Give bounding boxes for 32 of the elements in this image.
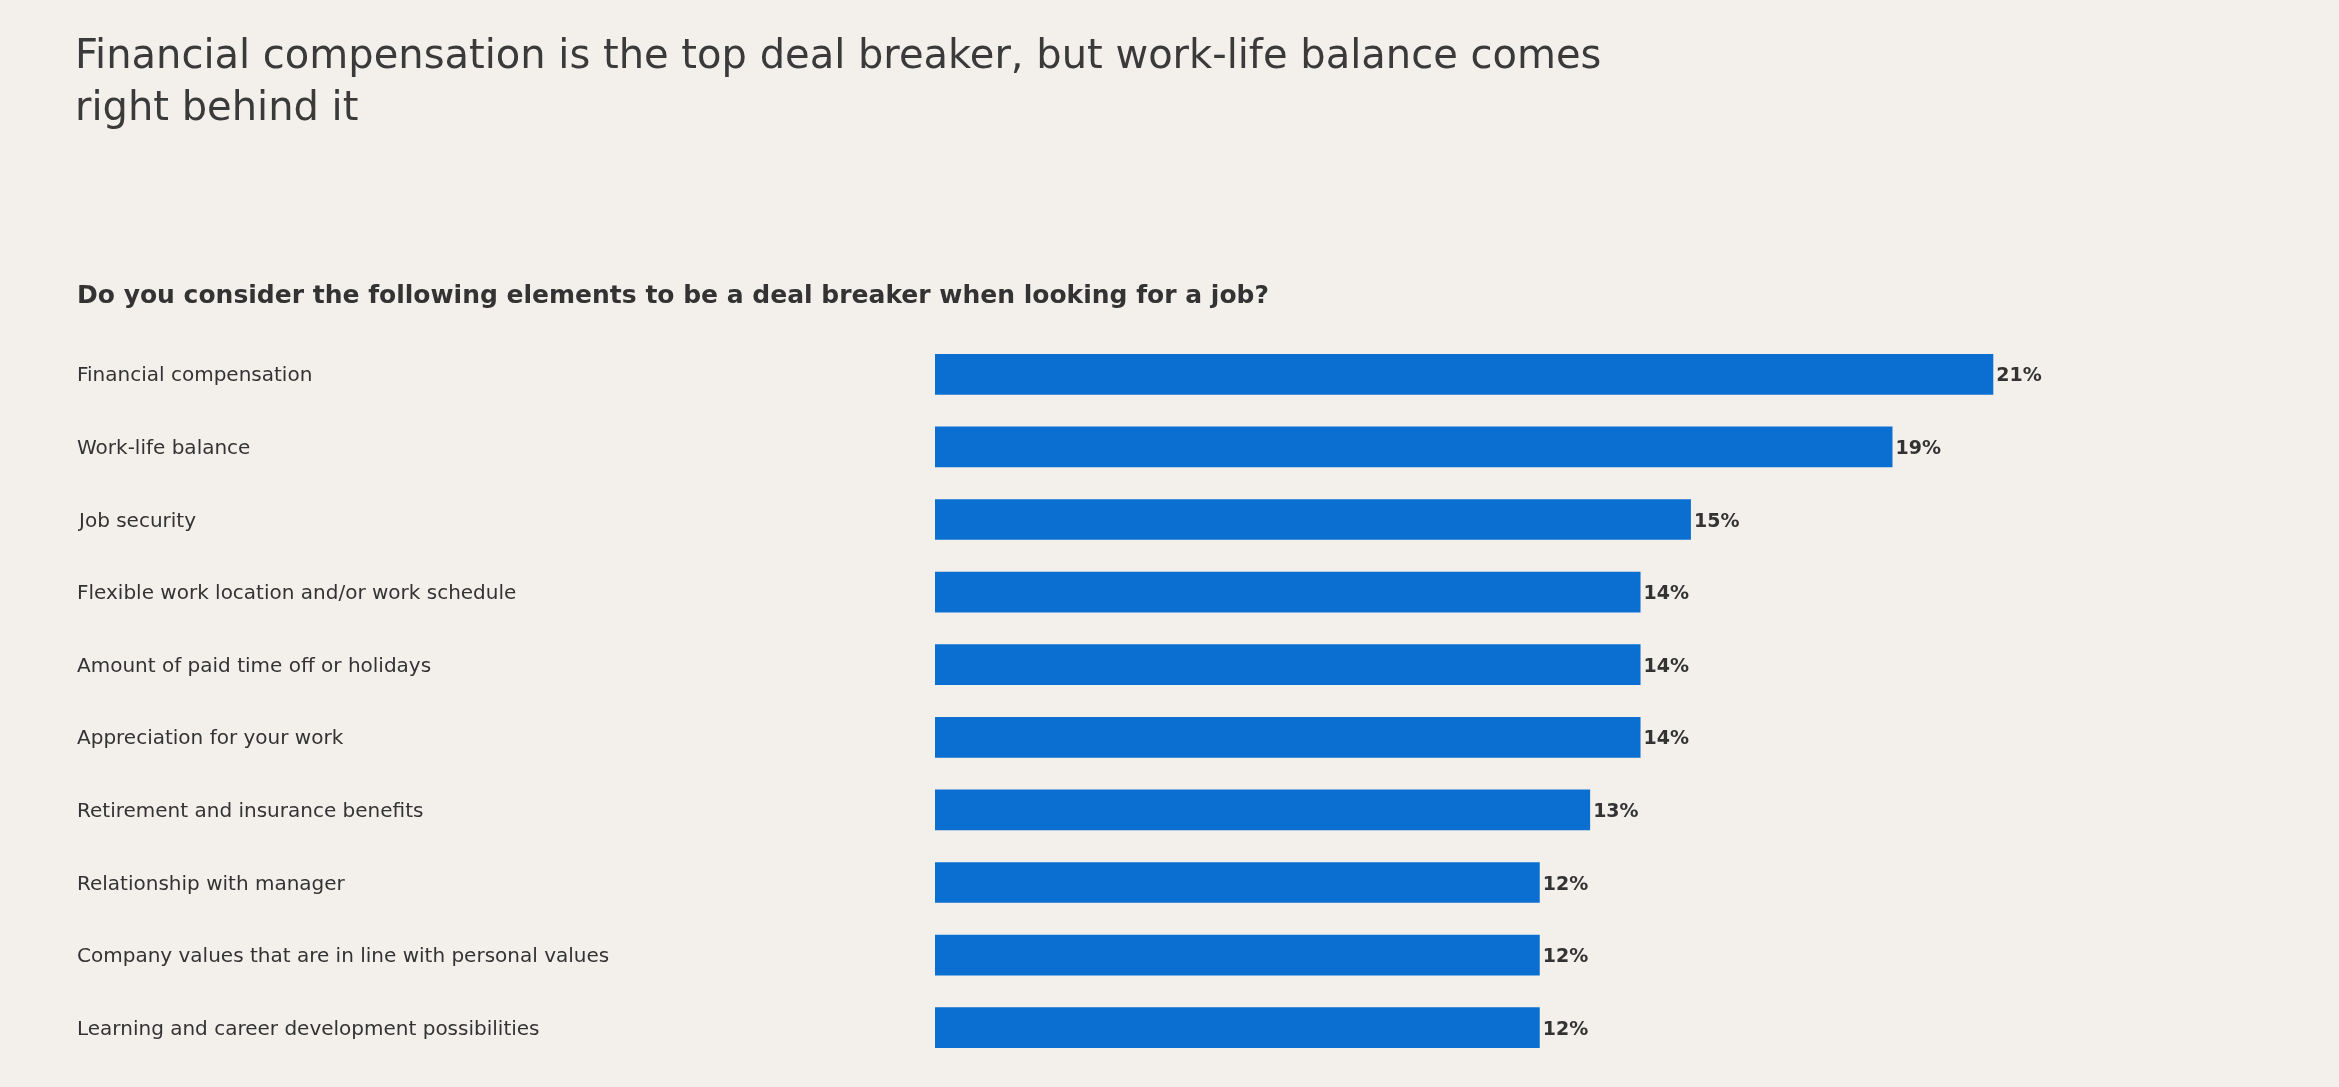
bar — [935, 353, 1994, 395]
y-tick-label: Financial compensation — [77, 362, 313, 386]
data-label: 12% — [1542, 1016, 1589, 1039]
text: Do you consider the following elements to be a deal breaker when looking for a job? — [77, 280, 1269, 309]
bar — [935, 934, 1540, 976]
y-tick-label: Relationship with manager — [77, 871, 346, 895]
data-label: 14% — [1643, 653, 1690, 676]
y-tick-label: Job security — [77, 508, 197, 532]
data-label: 15% — [1693, 508, 1740, 531]
y-tick-label: Appreciation for your work — [77, 725, 344, 749]
y-tick-label: Work-life balance — [77, 435, 251, 459]
data-label: 13% — [1593, 798, 1639, 821]
bar — [935, 426, 1893, 468]
data-label: 12% — [1542, 871, 1589, 894]
y-tick-label: Company values that are in line with personal values — [77, 943, 610, 967]
chart-title: Financial compensation is the top deal breaker, but work-life balance comes right behind it — [75, 31, 1602, 129]
bar — [935, 1007, 1540, 1049]
y-tick-label: Retirement and insurance benefits — [77, 798, 424, 822]
bar — [935, 789, 1591, 831]
y-tick-label: Amount of paid time off or holidays — [77, 653, 432, 677]
data-label: 12% — [1542, 944, 1589, 967]
bar — [935, 571, 1641, 613]
bar — [935, 716, 1641, 758]
data-label: 14% — [1643, 726, 1690, 749]
y-tick-label: Learning and career development possibilities — [77, 1016, 540, 1040]
bar — [935, 862, 1540, 903]
bar — [935, 499, 1691, 540]
data-label: 14% — [1643, 581, 1690, 604]
bar — [935, 644, 1641, 686]
y-tick-label: Flexible work location and/or work schedule — [77, 580, 517, 604]
data-label: 21% — [1996, 363, 2042, 386]
data-label: 19% — [1895, 435, 1941, 458]
